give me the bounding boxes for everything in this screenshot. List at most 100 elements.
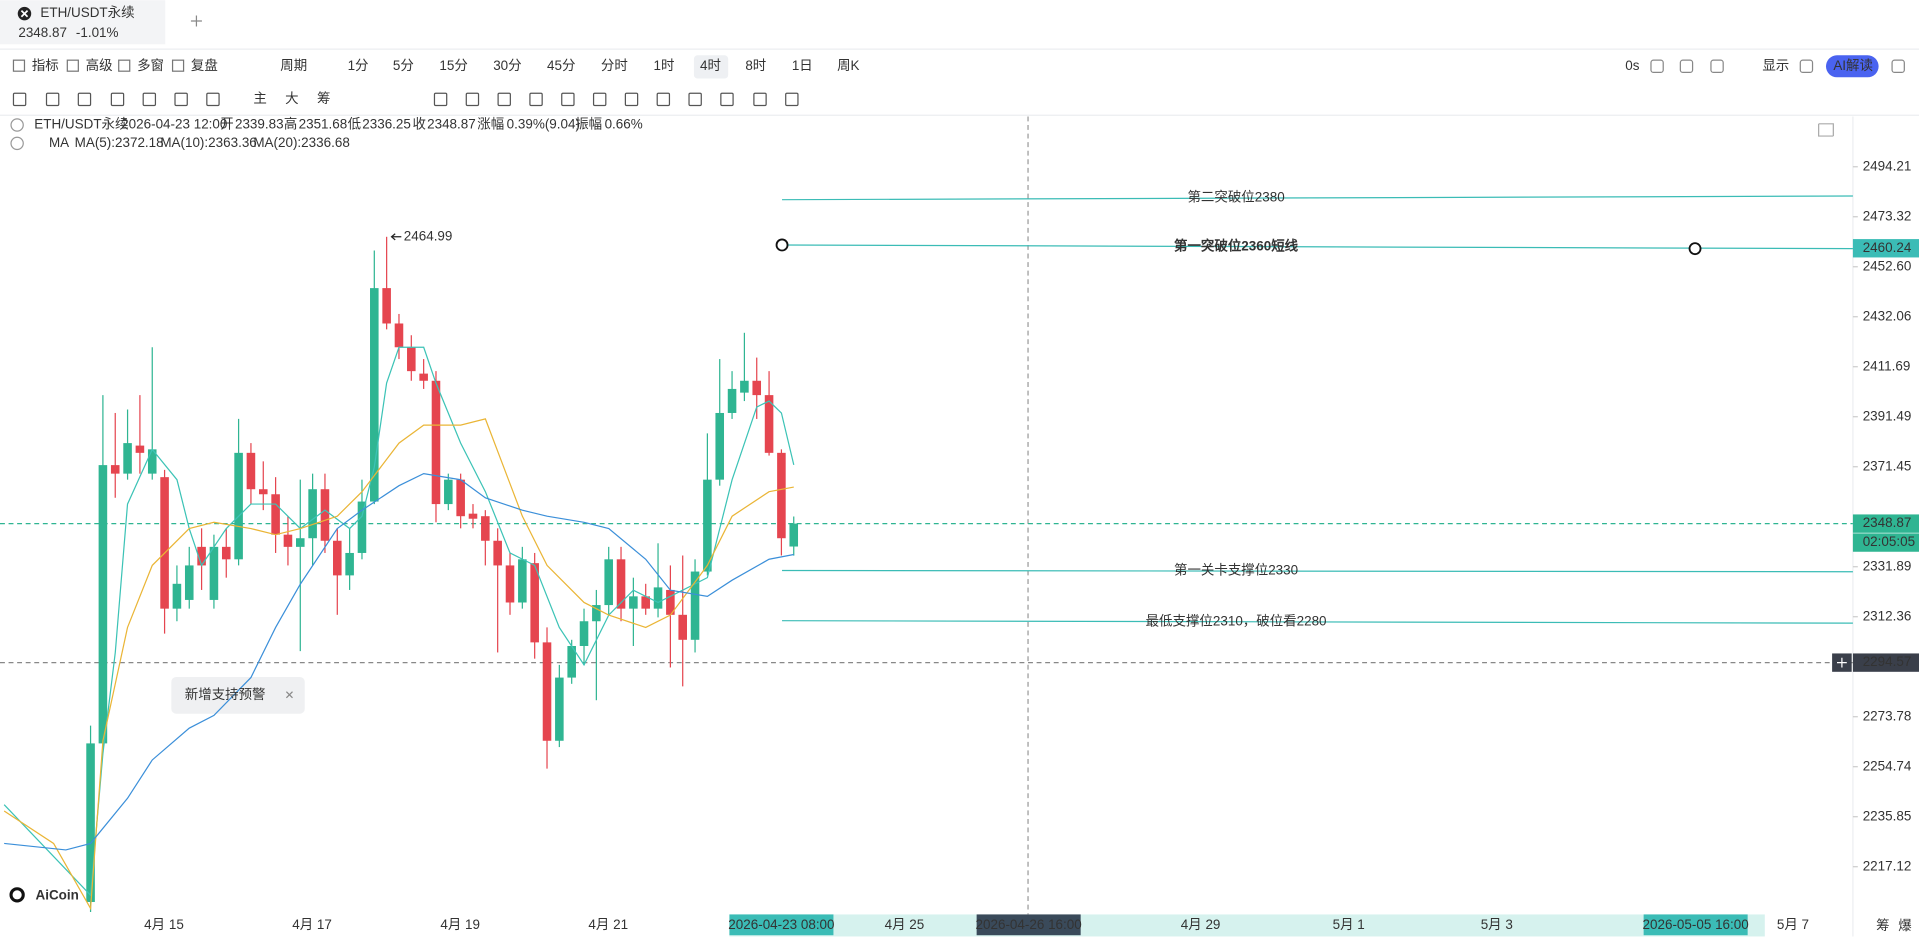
- tool-icon: [77, 92, 92, 107]
- info: 2026-04-23 12:00: [121, 117, 227, 132]
- candle-body: [727, 388, 737, 413]
- y-tick-label: 2331.89: [1863, 558, 1912, 573]
- candle-body: [740, 380, 749, 393]
- toolbar-item[interactable]: 周K: [837, 58, 859, 73]
- y-tick-label: 2371.45: [1863, 458, 1912, 473]
- price-tag: [1852, 514, 1919, 533]
- tool-icon: [12, 92, 27, 107]
- x-tick-label: 4月 29: [1181, 917, 1221, 932]
- expand-icon[interactable]: [1818, 123, 1834, 137]
- ai-button[interactable]: [1825, 55, 1879, 78]
- add-tab[interactable]: [190, 15, 202, 27]
- y-tick-label: 2235.85: [1863, 808, 1912, 823]
- y-tick-label: 2473.32: [1863, 208, 1912, 223]
- toolbar-item[interactable]: 多窗: [137, 57, 164, 73]
- candle-body: [542, 642, 552, 741]
- time-box: [729, 914, 834, 936]
- change: -1.01%: [76, 25, 119, 40]
- candle-body: [246, 452, 256, 490]
- plus: [1837, 657, 1847, 668]
- icon: [1799, 59, 1814, 74]
- candle-body: [98, 465, 108, 744]
- toolbar-item[interactable]: 1分: [348, 58, 369, 73]
- handle: [775, 238, 789, 252]
- ma-line: [3, 346, 795, 897]
- candle-body: [604, 559, 613, 606]
- toolbar-item: 显示: [1762, 58, 1789, 73]
- candle-body: [690, 571, 700, 640]
- candle-body: [345, 552, 354, 576]
- toolbar-item[interactable]: 指标: [32, 58, 59, 73]
- tool-icon: [110, 92, 125, 107]
- candle-body: [333, 540, 342, 576]
- y-tick-label: 2411.69: [1863, 358, 1911, 373]
- toolbar-item[interactable]: 1日: [792, 58, 813, 73]
- candle-body: [419, 373, 428, 381]
- toolbar-item[interactable]: 1时: [654, 58, 675, 73]
- toolbar-item[interactable]: 周期: [280, 58, 307, 73]
- toolbar-item[interactable]: 4时: [700, 58, 721, 73]
- tool: 大: [285, 91, 298, 106]
- candle-body: [147, 449, 157, 474]
- last-price: 2348.87: [18, 25, 67, 40]
- time-box-label: 2026-05-05 16:00: [1643, 917, 1749, 932]
- tool-icon: [465, 92, 480, 107]
- candle-body: [592, 605, 601, 622]
- x-tick-label: 4月 21: [588, 917, 628, 932]
- icon: [1679, 59, 1694, 74]
- candle-body: [407, 347, 416, 372]
- toolbar-item[interactable]: 高级: [86, 57, 113, 73]
- time-box: [1643, 914, 1748, 936]
- icon: [1650, 59, 1664, 74]
- corner-tool: 爆: [1898, 918, 1912, 933]
- handle: [1688, 242, 1702, 256]
- drawing-line: [782, 620, 1853, 624]
- ma-line: [4, 472, 794, 851]
- info-label: 低: [348, 117, 361, 132]
- candle-body: [629, 596, 638, 609]
- toolbar-item[interactable]: 15分: [439, 58, 467, 73]
- candle-body: [271, 494, 280, 535]
- info-label: 收: [412, 117, 425, 132]
- popup-close[interactable]: [285, 691, 293, 699]
- arrow: [390, 233, 402, 241]
- candle-body: [764, 395, 774, 453]
- candle-body: [518, 559, 527, 603]
- symbol: ETH/USDT永续: [40, 5, 134, 20]
- y-tick-label: 2254.74: [1863, 758, 1912, 773]
- candle-body: [530, 563, 539, 643]
- toolbar-item[interactable]: 45分: [547, 58, 575, 73]
- drawing-label: 第一突破位2360短线: [1174, 237, 1299, 253]
- candle-body: [296, 538, 305, 547]
- drawing-line: [782, 569, 1853, 573]
- toolbar-item[interactable]: 8时: [745, 58, 766, 73]
- price-tag-label: 2460.24: [1863, 240, 1912, 255]
- y-tick-label: 2273.78: [1863, 708, 1912, 723]
- candle-body: [320, 489, 330, 541]
- tool-icon: [174, 92, 188, 107]
- candle-body: [197, 546, 206, 566]
- x-tick-label: 5月 1: [1333, 917, 1365, 932]
- candle-body: [567, 645, 576, 678]
- toolbar-item[interactable]: 30分: [493, 58, 521, 73]
- candle-body: [209, 546, 219, 600]
- close-x: [20, 10, 29, 18]
- candle-body: [123, 443, 132, 474]
- x-tick-label: 5月 7: [1777, 917, 1809, 932]
- tab[interactable]: [0, 0, 166, 45]
- candle-body: [715, 412, 725, 480]
- icon: [66, 59, 79, 72]
- toolbar-item[interactable]: 5分: [393, 58, 414, 73]
- icon: [118, 59, 131, 72]
- info-value: 2339.83: [235, 117, 284, 132]
- toolbar-item[interactable]: 复盘: [191, 57, 218, 73]
- toolbar-item[interactable]: 分时: [601, 58, 628, 73]
- countdown-box: [1852, 533, 1919, 552]
- icon: [12, 59, 26, 72]
- candle-body: [678, 614, 687, 640]
- tool-icon: [688, 92, 702, 107]
- tool-icon: [529, 92, 543, 107]
- tool-icon: [624, 92, 639, 107]
